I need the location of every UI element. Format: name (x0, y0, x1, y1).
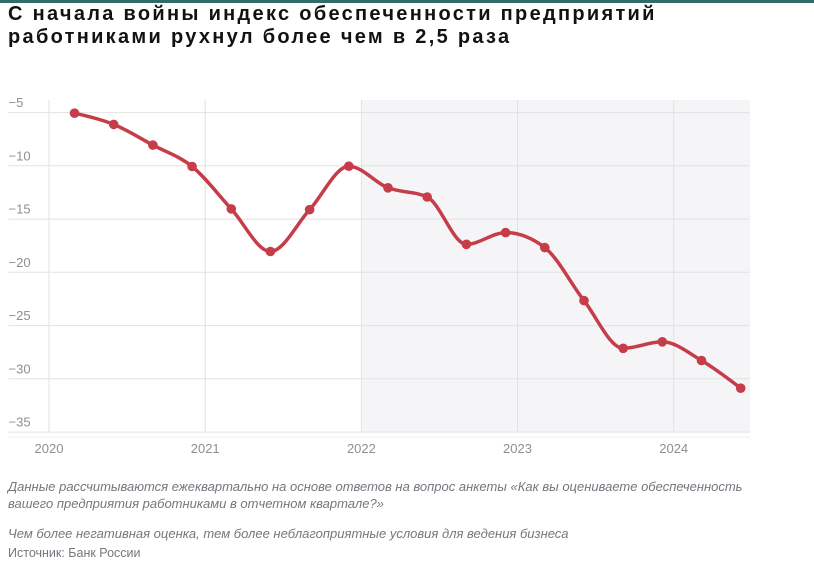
svg-text:−25: −25 (9, 308, 31, 323)
svg-text:−30: −30 (9, 361, 31, 376)
svg-text:−10: −10 (9, 148, 31, 163)
svg-text:2023: 2023 (503, 441, 532, 456)
svg-text:2021: 2021 (191, 441, 220, 456)
svg-text:2020: 2020 (35, 441, 64, 456)
svg-text:−35: −35 (9, 415, 31, 430)
svg-text:2022: 2022 (347, 441, 376, 456)
svg-text:−20: −20 (9, 255, 31, 270)
svg-text:−5: −5 (9, 95, 24, 110)
svg-text:−15: −15 (9, 202, 31, 217)
svg-text:2024: 2024 (659, 441, 688, 456)
